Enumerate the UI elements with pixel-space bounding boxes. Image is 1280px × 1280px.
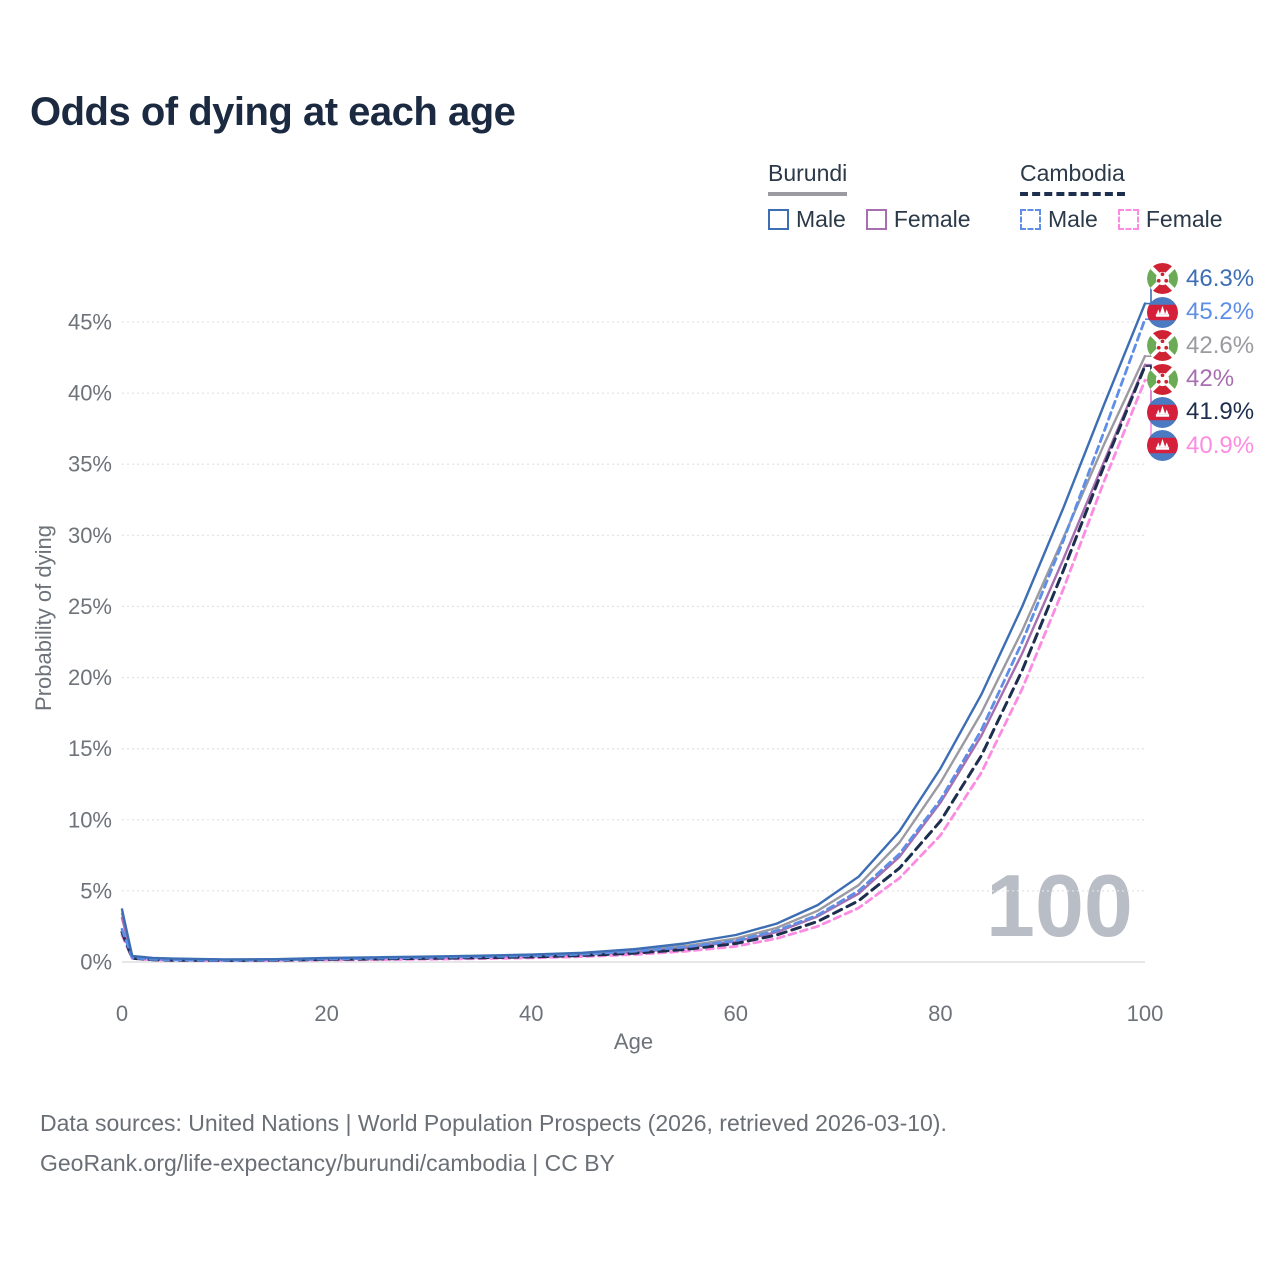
end-label-value: 40.9%: [1186, 431, 1255, 459]
series-line[interactable]: [120, 317, 1147, 962]
cambodia-flag-icon: [1147, 430, 1178, 462]
y-tick-label: 45%: [68, 310, 112, 335]
y-tick-label: 30%: [68, 523, 112, 548]
burundi-flag-icon: [1147, 363, 1178, 395]
cambodia-flag-icon: [1147, 296, 1178, 328]
legend-country-cambodia: Cambodia: [1020, 160, 1125, 196]
end-label-value: 46.3%: [1186, 264, 1255, 292]
y-tick-label: 10%: [68, 807, 112, 832]
x-tick-label: 100: [1127, 1001, 1164, 1026]
legend-item-cambodia-male[interactable]: Male: [1020, 206, 1098, 233]
legend-items-cambodia: Male Female: [1020, 206, 1243, 233]
series-line[interactable]: [120, 364, 1147, 962]
legend-checkbox-burundi-female[interactable]: [865, 209, 887, 230]
age-counter-watermark: 100: [986, 856, 1133, 955]
y-tick-label: 20%: [68, 665, 112, 690]
legend-country-burundi: Burundi: [768, 160, 848, 196]
cambodia-flag-icon: [1147, 396, 1178, 428]
y-tick-label: 40%: [68, 381, 112, 406]
end-label-value: 45.2%: [1186, 298, 1255, 326]
legend-checkbox-cambodia-male[interactable]: [1020, 209, 1041, 230]
x-tick-label: 80: [928, 1001, 952, 1026]
end-label-value: 42%: [1186, 365, 1235, 393]
cambodia-flag-icon: [1147, 430, 1178, 462]
burundi-flag-icon: [1147, 263, 1178, 295]
y-tick-label: 15%: [68, 736, 112, 761]
page-title: Odds of dying at each age: [30, 90, 516, 134]
burundi-flag-icon: [1147, 330, 1178, 362]
legend-item-cambodia-female[interactable]: Female: [1117, 206, 1223, 233]
end-label-burundi-male: 46.3%: [1147, 263, 1254, 295]
series-line[interactable]: [120, 302, 1147, 961]
burundi-flag-icon: [1147, 363, 1178, 395]
burundi-flag-icon: [1147, 263, 1178, 295]
x-tick-label: 0: [116, 1001, 128, 1026]
legend-label-burundi-female: Female: [893, 206, 971, 232]
end-label-cambodia-male: 45.2%: [1147, 296, 1254, 328]
legend-group-burundi: Burundi Male Female: [768, 160, 991, 233]
series-line[interactable]: [120, 363, 1147, 961]
end-label-burundi-both: 42.6%: [1147, 330, 1254, 362]
legend-item-burundi-male[interactable]: Male: [768, 206, 846, 233]
legend-checkbox-burundi-male[interactable]: [768, 209, 789, 230]
x-tick-label: 60: [724, 1001, 748, 1026]
legend-label-cambodia-female: Female: [1145, 206, 1223, 232]
footer-source-line: Data sources: United Nations | World Pop…: [40, 1110, 947, 1136]
legend-label-cambodia-male: Male: [1048, 206, 1098, 232]
x-axis-title: Age: [613, 1029, 654, 1054]
legend-items-burundi: Male Female: [768, 206, 991, 233]
cambodia-flag-icon: [1147, 396, 1178, 428]
x-tick-label: 40: [519, 1001, 543, 1026]
footer-attribution-line: GeoRank.org/life-expectancy/burundi/camb…: [40, 1150, 615, 1176]
end-label-value: 41.9%: [1186, 398, 1255, 426]
legend-item-burundi-female[interactable]: Female: [865, 206, 971, 233]
legend-group-cambodia: Cambodia Male Female: [1020, 160, 1243, 233]
end-label-cambodia-both: 41.9%: [1147, 396, 1254, 428]
cambodia-flag-icon: [1147, 296, 1178, 328]
legend-label-burundi-male: Male: [796, 206, 846, 232]
legend-checkbox-cambodia-female[interactable]: [1117, 209, 1139, 230]
series-line[interactable]: [120, 354, 1147, 961]
end-label-value: 42.6%: [1186, 331, 1255, 359]
end-label-burundi-female: 42%: [1147, 363, 1234, 395]
y-tick-label: 35%: [68, 452, 112, 477]
y-tick-label: 25%: [68, 594, 112, 619]
burundi-flag-icon: [1147, 330, 1178, 362]
y-tick-label: 0%: [80, 950, 112, 975]
y-axis-title: Probability of dying: [31, 525, 56, 711]
end-label-cambodia-female: 40.9%: [1147, 430, 1254, 462]
x-tick-label: 20: [314, 1001, 338, 1026]
y-tick-label: 5%: [80, 878, 112, 903]
